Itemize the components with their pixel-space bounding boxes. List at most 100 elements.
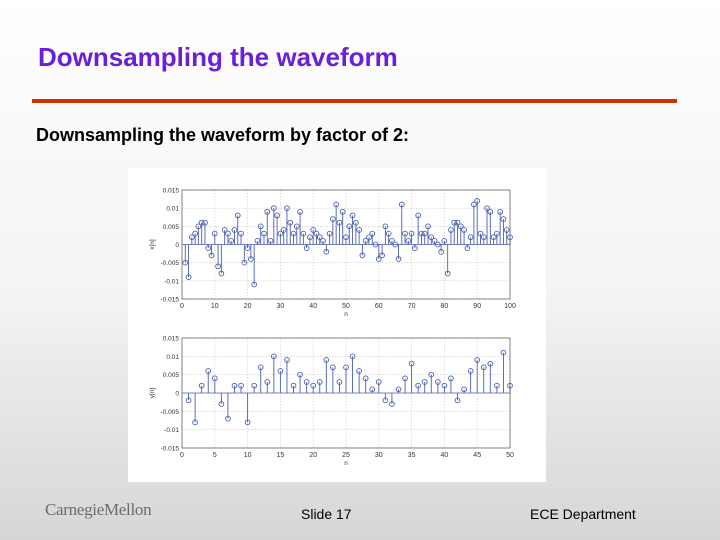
x-tick-label: 5 — [213, 452, 217, 459]
stem-marker — [248, 256, 254, 262]
stem-marker — [257, 364, 264, 371]
stem-marker — [251, 382, 258, 389]
stem-marker — [225, 415, 231, 422]
stem-marker — [277, 230, 284, 237]
x-tick-label: 100 — [504, 303, 516, 310]
stem-marker — [467, 234, 474, 241]
stem-marker — [454, 397, 461, 404]
stem-marker — [412, 245, 418, 251]
stem-marker — [497, 208, 504, 215]
slide-number: Slide 17 — [301, 506, 352, 522]
x-tick-label: 80 — [441, 303, 449, 310]
slide-title: Downsampling the waveform — [38, 42, 398, 72]
stem-marker — [280, 227, 287, 233]
stem-plots: 0 10 20 30 40 50 60 70 80 90 100-0.015-0.01-0.0050… — [149, 188, 516, 468]
stem-marker — [349, 212, 356, 219]
stem-marker — [444, 270, 451, 277]
stem-marker — [333, 201, 340, 208]
stem-marker — [421, 379, 428, 385]
stem-marker — [494, 382, 500, 389]
stem-marker — [402, 375, 408, 382]
stem-marker — [448, 227, 454, 233]
x-tick-label: 30 — [375, 452, 383, 459]
stem-marker — [192, 419, 198, 426]
x-tick-label: 60 — [375, 303, 383, 310]
stem-marker — [254, 238, 261, 244]
stem-marker — [225, 230, 231, 237]
x-axis-label: n — [344, 311, 348, 318]
stem-marker — [290, 230, 297, 237]
y-tick-label: 0 — [175, 391, 179, 398]
stem-marker — [284, 357, 290, 363]
stem-marker — [471, 201, 477, 208]
stem-marker — [494, 230, 500, 237]
stem-marker — [323, 357, 330, 363]
stem-marker — [405, 238, 412, 244]
stem-marker — [211, 230, 218, 237]
y-tick-label: 0.01 — [166, 354, 179, 361]
y-tick-label: 0.005 — [163, 224, 180, 231]
stem-marker — [415, 382, 422, 389]
x-tick-label: 0 — [180, 303, 184, 310]
stem-marker — [300, 230, 307, 237]
stem-marker — [366, 234, 372, 241]
stem-marker — [330, 216, 336, 222]
x-axis-label: n — [344, 460, 348, 467]
stem-marker — [372, 241, 379, 248]
stem-marker — [208, 252, 215, 259]
stem-marker — [287, 219, 294, 226]
stem-marker — [221, 227, 228, 233]
stem-marker — [490, 234, 497, 241]
stem-marker — [251, 281, 258, 288]
x-tick-label: 10 — [244, 452, 252, 459]
stem-marker — [297, 371, 303, 378]
y-tick-label: -0.015 — [161, 297, 180, 304]
x-tick-label: 20 — [244, 303, 252, 310]
stem-marker — [352, 219, 359, 226]
stem-marker — [231, 227, 238, 233]
stem-marker — [392, 241, 399, 248]
stem-marker — [349, 353, 356, 360]
stem-marker — [244, 419, 251, 426]
stem-marker — [270, 205, 277, 212]
stem-marker — [428, 371, 435, 378]
stem-marker — [457, 223, 464, 230]
figure-panel: 0 10 20 30 40 50 60 70 80 90 100 -0.015 -0.01 -0.005 0… — [128, 168, 546, 482]
x-tick-label: 35 — [408, 452, 416, 459]
axes-frame — [181, 337, 511, 449]
stem-marker — [290, 382, 297, 389]
stem-marker — [362, 375, 369, 382]
stem-marker — [307, 234, 313, 241]
stem-marker — [188, 234, 195, 241]
x-tick-label: 50 — [342, 303, 350, 310]
stem-marker — [408, 360, 415, 367]
stem-marker — [500, 349, 507, 356]
stem-marker — [431, 238, 438, 244]
stem-marker — [362, 238, 369, 244]
stem-marker — [195, 223, 202, 230]
y-tick-label: 0.005 — [163, 372, 180, 379]
stem-marker — [293, 223, 300, 230]
stem-marker — [310, 227, 317, 233]
stem-marker — [385, 230, 392, 237]
university-logo: CarnegieMellon — [45, 500, 152, 519]
stem-marker — [438, 248, 444, 255]
stem-marker — [330, 364, 336, 371]
stem-marker — [464, 245, 471, 251]
x-tick-label: 15 — [277, 452, 285, 459]
x-tick-label: 45 — [473, 452, 481, 459]
stem-plot-2: 0 5 10 15 20 25 30 35 40 45 50 -0.015 -0.01 -0.005 0 0.… — [149, 336, 514, 468]
stem-marker — [375, 256, 382, 262]
y-axis-label: y[n] — [149, 388, 156, 399]
stem-marker — [428, 234, 435, 241]
stem-marker — [238, 230, 244, 237]
stem-marker — [425, 223, 431, 230]
stem-marker — [389, 401, 395, 407]
stem-marker — [264, 379, 271, 385]
stem-marker — [398, 201, 405, 208]
stem-marker — [389, 238, 395, 244]
stem-marker — [185, 274, 192, 281]
y-tick-label: -0.01 — [164, 427, 179, 434]
stem-marker — [487, 208, 494, 215]
stem-marker — [326, 230, 333, 237]
